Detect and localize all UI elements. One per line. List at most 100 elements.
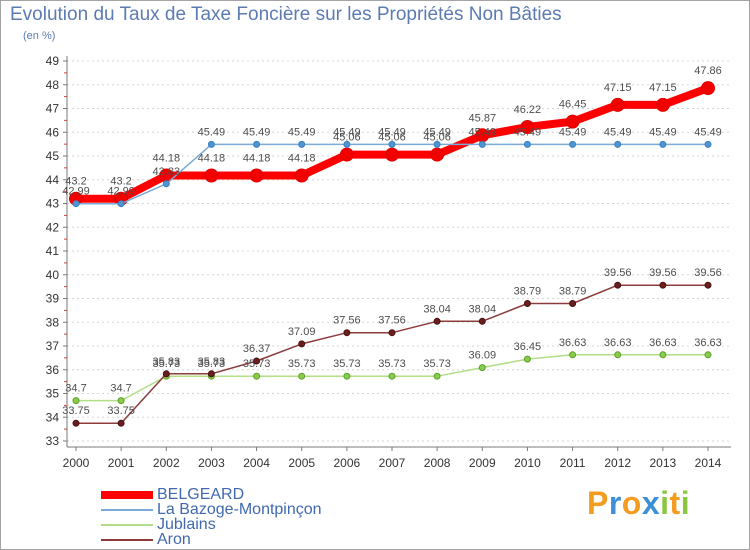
data-label-la-bazoge-montpincon-2013: 45.49 bbox=[649, 126, 677, 138]
y-tick-label: 49 bbox=[46, 54, 60, 68]
data-label-la-bazoge-montpincon-2000: 42.99 bbox=[62, 186, 90, 198]
point-aron-2012 bbox=[614, 281, 622, 289]
proxiti-logo: Proxiti bbox=[587, 485, 690, 522]
point-aron-2013 bbox=[659, 281, 667, 289]
point-aron-2000 bbox=[72, 419, 80, 427]
chart-title: Evolution du Taux de Taxe Foncière sur l… bbox=[10, 4, 562, 25]
legend-line-jublains bbox=[101, 523, 153, 526]
data-label-la-bazoge-montpincon-2007: 45.49 bbox=[378, 126, 406, 138]
gridlines bbox=[67, 60, 731, 442]
x-tick-label: 2012 bbox=[604, 456, 631, 470]
point-aron-2009 bbox=[478, 317, 486, 325]
point-jublains-2004 bbox=[253, 372, 261, 380]
logo-letter: P bbox=[587, 485, 609, 521]
point-la-bazoge-montpincon-2001 bbox=[117, 200, 125, 208]
y-tick-label: 38 bbox=[46, 315, 60, 329]
point-jublains-2014 bbox=[704, 351, 712, 359]
y-tick-label: 41 bbox=[46, 244, 60, 258]
point-belgeard-2012 bbox=[610, 97, 625, 112]
data-label-aron-2007: 37.56 bbox=[378, 315, 406, 327]
data-label-aron-2013: 39.56 bbox=[649, 267, 677, 279]
point-belgeard-2013 bbox=[655, 97, 670, 112]
series-layer bbox=[69, 81, 715, 427]
legend-line-la-bazoge-montpincon bbox=[101, 508, 153, 511]
point-belgeard-2014 bbox=[701, 81, 715, 96]
x-tick-label: 2010 bbox=[514, 456, 541, 470]
legend-item-la-bazoge-montpincon: La Bazoge-Montpinçon bbox=[101, 502, 361, 518]
point-jublains-2000 bbox=[72, 397, 80, 405]
y-tick-label: 40 bbox=[46, 268, 60, 282]
y-tick-label: 42 bbox=[46, 220, 60, 234]
legend-label-aron: Aron bbox=[157, 531, 191, 548]
point-la-bazoge-montpincon-2006 bbox=[343, 140, 351, 148]
logo-letter: r bbox=[608, 485, 622, 521]
data-label-belgeard-2012: 47.15 bbox=[604, 82, 632, 94]
data-label-belgeard-2007: 45.06 bbox=[378, 132, 406, 144]
data-label-jublains-2013: 36.63 bbox=[649, 337, 677, 349]
data-label-belgeard-2005: 44.18 bbox=[288, 153, 316, 165]
y-tick-label: 35 bbox=[46, 387, 60, 401]
data-label-belgeard-2011: 46.45 bbox=[559, 99, 587, 111]
data-label-belgeard-2013: 47.15 bbox=[649, 82, 677, 94]
data-label-la-bazoge-montpincon-2005: 45.49 bbox=[288, 126, 316, 138]
point-belgeard-2007 bbox=[385, 147, 399, 162]
y-tick-label: 48 bbox=[46, 78, 60, 92]
point-belgeard-2008 bbox=[430, 147, 445, 162]
y-tick-label: 34 bbox=[46, 410, 60, 424]
point-belgeard-2004 bbox=[249, 168, 264, 183]
series-jublains bbox=[72, 351, 712, 405]
point-la-bazoge-montpincon-2000 bbox=[72, 200, 80, 208]
y-tick-label: 37 bbox=[46, 339, 60, 353]
data-label-aron-2006: 37.56 bbox=[333, 315, 361, 327]
data-label-belgeard-2002: 44.18 bbox=[153, 153, 181, 165]
data-label-belgeard-2008: 45.06 bbox=[423, 132, 451, 144]
point-la-bazoge-montpincon-2003 bbox=[207, 140, 215, 148]
point-belgeard-2005 bbox=[294, 168, 309, 183]
data-label-belgeard-2004: 44.18 bbox=[243, 153, 271, 165]
point-la-bazoge-montpincon-2011 bbox=[569, 140, 577, 148]
x-tick-label: 2011 bbox=[560, 456, 586, 470]
data-label-aron-2002: 35.83 bbox=[153, 356, 181, 368]
data-label-aron-2000: 33.75 bbox=[62, 405, 90, 417]
legend-line-belgeard bbox=[101, 490, 153, 499]
x-tick-label: 2014 bbox=[695, 456, 722, 470]
point-aron-2008 bbox=[433, 317, 441, 325]
data-label-aron-2005: 37.09 bbox=[288, 326, 316, 338]
point-aron-2004 bbox=[253, 357, 261, 365]
point-aron-2006 bbox=[343, 329, 351, 337]
data-label-aron-2008: 38.04 bbox=[423, 303, 451, 315]
y-tick-label: 44 bbox=[46, 173, 60, 187]
point-jublains-2006 bbox=[343, 372, 351, 380]
data-label-jublains-2004: 35.73 bbox=[243, 358, 271, 370]
point-la-bazoge-montpincon-2008 bbox=[433, 140, 441, 148]
series-belgeard bbox=[69, 81, 715, 206]
data-label-jublains-2008: 35.73 bbox=[423, 358, 451, 370]
data-label-aron-2001: 33.75 bbox=[107, 405, 135, 417]
data-label-aron-2003: 35.83 bbox=[198, 356, 226, 368]
data-label-la-bazoge-montpincon-2008: 45.49 bbox=[423, 126, 451, 138]
data-label-la-bazoge-montpincon-2009: 45.49 bbox=[469, 126, 497, 138]
series-aron bbox=[72, 281, 712, 427]
data-label-la-bazoge-montpincon-2004: 45.49 bbox=[243, 126, 271, 138]
data-label-jublains-2011: 36.63 bbox=[559, 337, 587, 349]
x-tick-label: 2009 bbox=[469, 456, 496, 470]
data-label-jublains-2003: 35.73 bbox=[198, 358, 226, 370]
point-aron-2011 bbox=[569, 300, 577, 307]
data-label-aron-2014: 39.56 bbox=[694, 267, 722, 279]
data-label-jublains-2012: 36.63 bbox=[604, 337, 632, 349]
legend-item-belgeard: BELGEARD bbox=[101, 487, 361, 503]
point-jublains-2012 bbox=[614, 351, 622, 359]
point-aron-2007 bbox=[388, 329, 396, 337]
data-label-la-bazoge-montpincon-2010: 45.49 bbox=[514, 126, 542, 138]
point-belgeard-2003 bbox=[204, 168, 219, 183]
point-aron-2003 bbox=[207, 370, 215, 378]
data-label-belgeard-2006: 45.06 bbox=[333, 132, 361, 144]
point-la-bazoge-montpincon-2005 bbox=[298, 140, 306, 148]
x-tick-label: 2013 bbox=[650, 456, 677, 470]
data-label-aron-2009: 38.04 bbox=[469, 303, 497, 315]
data-label-jublains-2010: 36.45 bbox=[514, 341, 542, 353]
data-label-jublains-2000: 34.7 bbox=[65, 383, 86, 395]
data-label-aron-2010: 38.79 bbox=[514, 286, 542, 298]
data-label-belgeard-2010: 46.22 bbox=[514, 104, 542, 116]
